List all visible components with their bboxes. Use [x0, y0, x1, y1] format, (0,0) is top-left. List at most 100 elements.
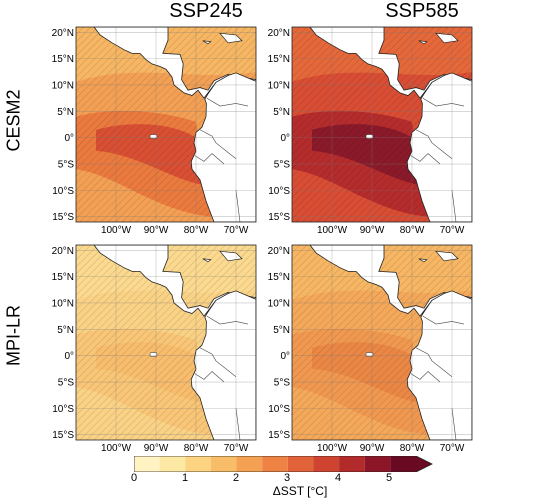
country-border-0	[199, 347, 237, 377]
south-america-land	[190, 290, 256, 440]
galapagos-land	[365, 352, 374, 357]
lon-tick-label: 70°W	[224, 443, 249, 454]
jamaica-land	[418, 258, 428, 263]
hispaniola-land	[435, 32, 459, 44]
country-border-1	[194, 153, 225, 165]
lon-tick-label: 100°W	[101, 225, 132, 236]
lat-tick-label: 10°N	[268, 298, 290, 309]
country-border-3	[235, 408, 241, 440]
colorbar-tick-4: 4	[334, 472, 342, 484]
lon-tick-label: 70°W	[440, 225, 465, 236]
lat-tick-label: 5°S	[58, 160, 75, 171]
column-title-ssp245: SSP245	[169, 0, 243, 22]
country-border-2	[206, 97, 249, 107]
colorbar-tick-5: 5	[385, 472, 393, 484]
colorbar-tick-2: 2	[232, 472, 240, 484]
country-border-2	[422, 97, 465, 107]
map-frame	[291, 244, 473, 441]
lat-tick-label: 0°	[64, 351, 74, 362]
lat-tick-label: 10°S	[268, 404, 290, 415]
central-america-land	[93, 245, 256, 317]
south-america-land	[190, 72, 256, 222]
hispaniola-land	[219, 250, 243, 262]
colorbar-segment	[287, 456, 314, 472]
lat-tick-label: 10°N	[268, 80, 290, 91]
map-panel-mpi-lr-ssp585: 20°N 15°N 10°N 5°N 0° 5°S 10°S 15°S 100°W 90°W 80°…	[262, 240, 480, 458]
south-america-land	[406, 72, 472, 222]
jamaica-land	[202, 258, 212, 263]
jamaica-land	[418, 40, 428, 45]
lat-tick-label: 15°S	[268, 212, 290, 223]
lon-tick-label: 80°W	[184, 443, 209, 454]
lon-tick-label: 90°W	[360, 443, 385, 454]
map-panel-cesm2-ssp585: 20°N 15°N 10°N 5°N 0° 5°S 10°S 15°S 100°W 90°W 80°…	[262, 22, 480, 240]
map-frame	[75, 26, 257, 223]
p2-svg: 20°N 15°N 10°N 5°N 0° 5°S 10°S 15°S 100°W 90°W 80°…	[52, 244, 257, 454]
lon-tick-label: 80°W	[184, 225, 209, 236]
lat-tick-label: 20°N	[268, 246, 290, 257]
lat-tick-label: 0°	[280, 133, 290, 144]
colorbar-segment	[185, 456, 211, 472]
central-america-land	[309, 245, 472, 317]
lat-tick-label: 5°N	[273, 325, 290, 336]
lat-tick-label: 5°S	[274, 378, 291, 389]
lat-tick-label: 10°S	[52, 186, 74, 197]
colorbar-segment	[339, 456, 365, 472]
lat-tick-label: 5°N	[57, 107, 74, 118]
map-panel-mpi-lr-ssp245: 20°N 15°N 10°N 5°N 0° 5°S 10°S 15°S 100°W 90°W 80°…	[46, 240, 264, 458]
country-border-3	[451, 408, 457, 440]
country-border-3	[235, 190, 241, 222]
lon-tick-label: 80°W	[400, 225, 425, 236]
country-border-1	[410, 153, 441, 165]
lat-tick-label: 15°S	[52, 430, 74, 441]
lat-tick-label: 0°	[64, 133, 74, 144]
colorbar-segment	[210, 456, 237, 472]
colorbar-segment	[390, 456, 416, 472]
colorbar-segment	[364, 456, 391, 472]
lat-tick-label: 20°N	[52, 246, 74, 257]
lon-tick-label: 70°W	[440, 443, 465, 454]
lat-tick-label: 10°N	[52, 298, 74, 309]
colorbar-outline	[133, 455, 433, 473]
galapagos-land	[365, 134, 374, 139]
colorbar-segment	[159, 456, 186, 472]
lat-tick-label: 15°N	[52, 54, 74, 65]
country-border-0	[415, 129, 453, 159]
country-border-0	[415, 347, 453, 377]
lon-tick-label: 100°W	[101, 443, 132, 454]
lon-tick-label: 90°W	[144, 443, 169, 454]
lat-tick-label: 5°S	[58, 378, 75, 389]
country-border-0	[199, 129, 237, 159]
jamaica-land	[202, 40, 212, 45]
colorbar-segment	[262, 456, 288, 472]
lon-tick-label: 100°W	[317, 443, 348, 454]
colorbar-label: ΔSST [°C]	[272, 484, 328, 498]
lon-tick-label: 90°W	[144, 225, 169, 236]
colorbar-segment	[236, 456, 263, 472]
colorbar-tick-0: 0	[130, 472, 138, 484]
row-label-cesm2: CESM2	[3, 89, 24, 152]
lat-tick-label: 5°N	[273, 107, 290, 118]
map-frame	[75, 244, 257, 441]
column-title-ssp585: SSP585	[385, 0, 459, 22]
colorbar-segment	[313, 456, 340, 472]
hispaniola-land	[435, 250, 459, 262]
lon-tick-label: 100°W	[317, 225, 348, 236]
colorbar-tick-1: 1	[181, 472, 189, 484]
p0-svg: 20°N 15°N 10°N 5°N 0° 5°S 10°S 15°S 100°W 90°W 80°…	[52, 26, 257, 236]
galapagos-land	[149, 352, 158, 357]
colorbar-extend-arrow	[416, 456, 432, 472]
map-frame	[291, 26, 473, 223]
lat-tick-label: 20°N	[52, 28, 74, 39]
colorbar-segment	[134, 456, 160, 472]
south-america-land	[406, 290, 472, 440]
country-border-1	[194, 371, 225, 383]
lon-tick-label: 90°W	[360, 225, 385, 236]
lat-tick-label: 15°S	[268, 430, 290, 441]
lat-tick-label: 15°N	[268, 272, 290, 283]
lat-tick-label: 5°S	[274, 160, 291, 171]
country-border-2	[422, 315, 465, 325]
hispaniola-land	[219, 32, 243, 44]
p1-svg: 20°N 15°N 10°N 5°N 0° 5°S 10°S 15°S 100°W 90°W 80°…	[268, 26, 473, 236]
lat-tick-label: 0°	[280, 351, 290, 362]
